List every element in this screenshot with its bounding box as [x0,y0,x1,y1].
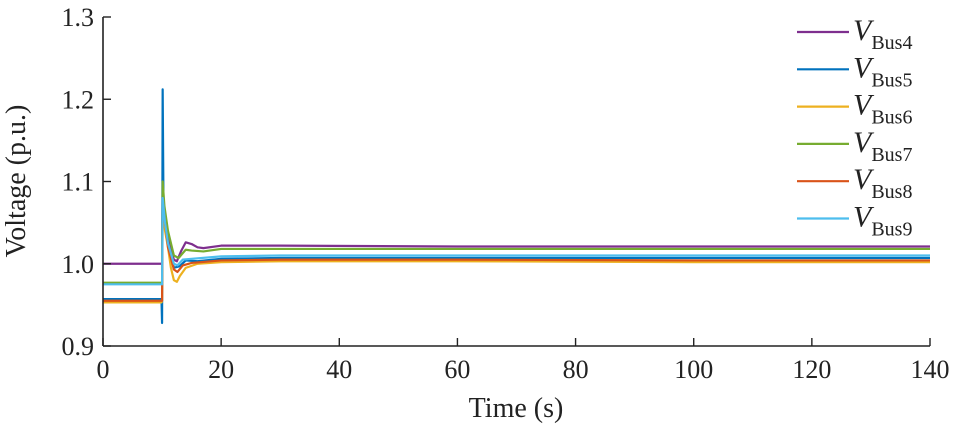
legend-label-sub: Bus6 [871,107,912,129]
legend-label-main: V [853,89,875,122]
y-tick-label: 1.3 [62,3,95,32]
legend-label-bus8: VBus8 [853,163,912,203]
y-tick-label: 1.0 [62,250,95,279]
legend-label-sub: Bus9 [871,219,912,241]
series-line-bus5 [103,88,930,325]
legend-label-main: V [853,14,875,47]
x-tick-label: 80 [563,355,589,384]
legend-label-sub: Bus4 [871,32,912,54]
y-tick-label: 1.1 [62,168,95,197]
x-tick-label: 60 [444,355,470,384]
plot-lines [103,88,930,325]
y-tick-label: 0.9 [62,332,95,361]
legend-label-sub: Bus7 [871,144,912,166]
legend-label-bus6: VBus6 [853,89,912,129]
legend-label-main: V [853,163,875,196]
y-axis-title: Voltage (p.u.) [1,105,32,258]
x-tick-label: 140 [911,355,950,384]
series-line-bus7 [103,180,930,284]
series-line-bus9 [103,196,930,286]
x-tick-label: 20 [208,355,234,384]
x-tick-label: 100 [674,355,713,384]
legend-label-main: V [853,51,875,84]
series-line-bus4 [103,188,930,265]
legend-label-main: V [853,126,875,159]
x-tick-label: 0 [97,355,110,384]
x-tick-label: 120 [792,355,831,384]
legend-label-bus4: VBus4 [853,14,912,54]
series-line-bus6 [103,205,930,304]
y-tick-label: 1.2 [62,85,95,114]
legend-label-sub: Bus5 [871,69,912,91]
legend-label-bus5: VBus5 [853,51,912,91]
legend-label-bus7: VBus7 [853,126,912,166]
legend-label-bus9: VBus9 [853,201,912,241]
legend-label-sub: Bus8 [871,181,912,203]
ticks: 0 20 40 60 80 100 120 140 0.9 1.0 1.1 1.2 1.3 [62,3,950,384]
legend-label-main: V [853,201,875,234]
x-tick-label: 40 [326,355,352,384]
x-axis-title: Time (s) [469,393,564,424]
